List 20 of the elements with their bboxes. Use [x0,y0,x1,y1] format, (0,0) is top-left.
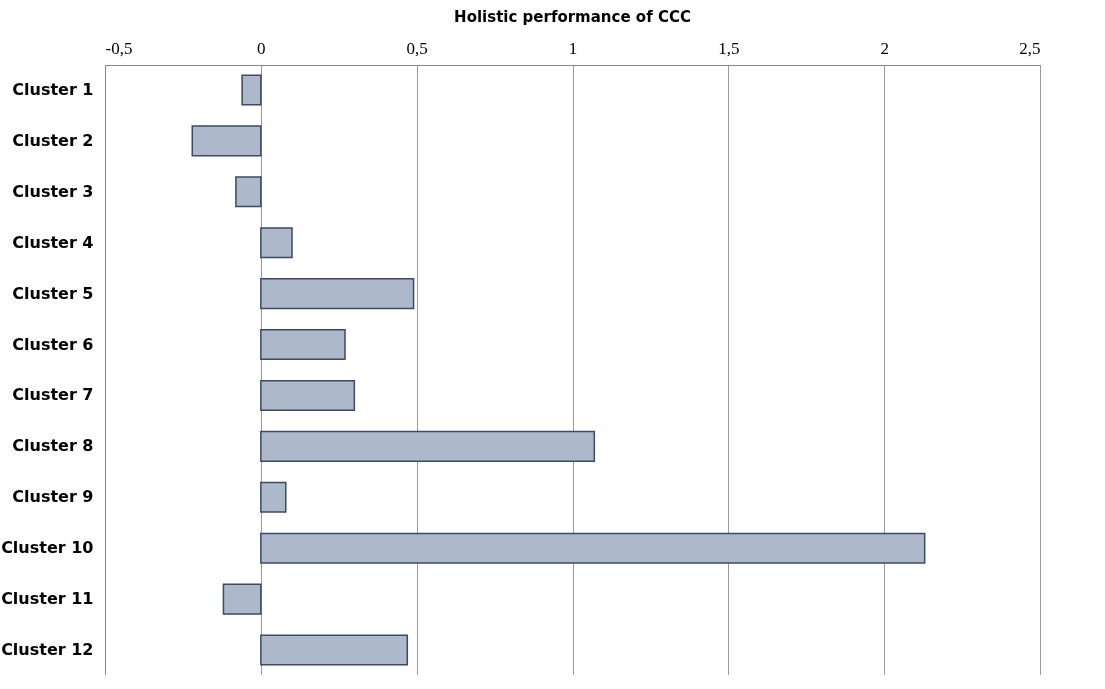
y-tick-label: Cluster 5 [12,283,94,303]
y-tick-label: Cluster 9 [12,487,94,507]
x-tick-label: 2 [880,38,889,58]
y-tick-label: Cluster 6 [12,334,94,354]
chart-title: Holistic performance of CCC [454,8,691,26]
y-tick-label: Cluster 7 [12,385,94,405]
y-tick-label: Cluster 11 [1,589,94,609]
y-tick-label: Cluster 3 [12,181,94,201]
y-tick-label: Cluster 8 [12,436,94,456]
y-tick-label: Cluster 12 [1,640,94,660]
x-tick-label: -0,5 [105,38,133,58]
x-tick-label: 0,5 [406,38,428,58]
y-tick-label: Cluster 4 [12,232,94,252]
x-tick-label: 2,5 [1019,38,1041,58]
x-tick-label: 1 [568,38,578,58]
x-tick-label: 1,5 [718,38,740,58]
y-tick-label: Cluster 2 [12,130,94,150]
x-tick-label: 0 [257,38,266,58]
y-tick-label: Cluster 1 [12,79,94,99]
y-tick-label: Cluster 10 [1,538,94,558]
